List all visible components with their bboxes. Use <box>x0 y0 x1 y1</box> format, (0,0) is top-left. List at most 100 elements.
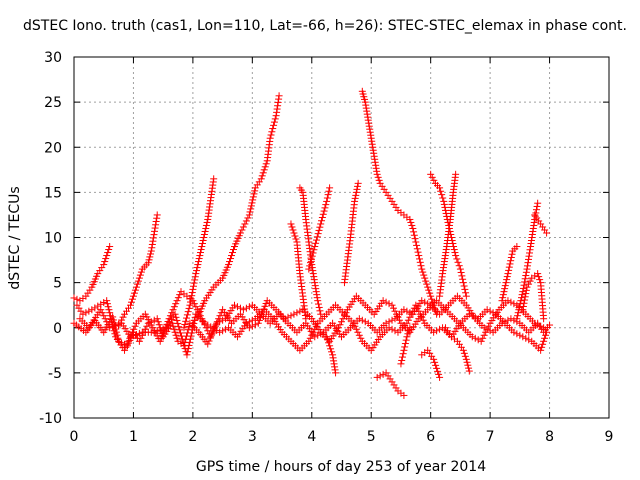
data-point <box>306 334 314 342</box>
data-point <box>196 252 204 260</box>
data-point <box>179 338 187 346</box>
data-point <box>426 289 434 297</box>
chart-title: dSTEC Iono. truth (cas1, Lon=110, Lat=-6… <box>23 18 627 34</box>
data-point <box>196 249 204 257</box>
data-point <box>536 276 544 284</box>
data-point <box>314 331 322 339</box>
data-point <box>538 343 546 351</box>
data-point <box>315 303 323 311</box>
data-point <box>379 297 387 305</box>
data-point <box>482 328 490 336</box>
data-point <box>526 246 534 254</box>
data-point <box>316 307 324 315</box>
y-tick-label: 15 <box>44 185 62 201</box>
data-point <box>91 304 99 312</box>
data-point <box>355 331 363 339</box>
data-point <box>291 232 299 240</box>
data-point <box>105 306 113 314</box>
data-point <box>305 265 313 273</box>
data-point <box>202 224 210 232</box>
data-point <box>128 328 136 336</box>
data-point <box>321 204 329 212</box>
data-point <box>328 348 336 356</box>
data-point <box>537 346 545 354</box>
data-point <box>534 270 542 278</box>
data-point <box>427 170 435 178</box>
data-point <box>248 199 256 207</box>
data-point <box>375 176 383 184</box>
data-point <box>410 228 418 236</box>
data-point <box>216 328 224 336</box>
data-point <box>398 353 406 361</box>
data-point <box>319 210 327 218</box>
data-point <box>407 218 415 226</box>
data-point <box>313 233 321 241</box>
data-point <box>459 279 467 287</box>
data-point <box>340 312 348 320</box>
data-point <box>500 288 508 296</box>
data-point <box>151 224 159 232</box>
data-point <box>521 278 529 286</box>
data-point <box>508 250 516 258</box>
data-point <box>388 325 396 333</box>
data-point <box>416 258 424 266</box>
data-point <box>521 275 529 283</box>
data-point <box>459 275 467 283</box>
data-point <box>152 218 160 226</box>
data-point <box>462 289 470 297</box>
data-point <box>219 327 227 335</box>
data-point <box>414 248 422 256</box>
data-point <box>170 303 178 311</box>
data-point <box>513 330 521 338</box>
data-point <box>324 191 332 199</box>
data-point <box>418 265 426 273</box>
data-point <box>404 316 412 324</box>
data-point <box>79 310 87 318</box>
data-point <box>315 226 323 234</box>
data-point <box>450 246 458 254</box>
data-point <box>540 315 548 323</box>
data-point <box>190 316 198 324</box>
data-point <box>486 327 494 335</box>
data-point <box>219 316 227 324</box>
y-tick-label: -5 <box>48 366 62 382</box>
data-point <box>173 334 181 342</box>
data-point <box>201 321 209 329</box>
data-point <box>229 249 237 257</box>
data-point <box>499 294 507 302</box>
data-point <box>269 125 277 133</box>
data-point <box>110 327 118 335</box>
data-point <box>225 261 233 269</box>
data-point <box>207 323 215 331</box>
data-point <box>406 215 414 223</box>
data-point <box>351 322 359 330</box>
data-point <box>174 294 182 302</box>
data-point <box>153 315 161 323</box>
data-point <box>546 321 554 329</box>
data-point <box>251 187 259 195</box>
data-point <box>477 337 485 345</box>
data-point <box>309 328 317 336</box>
data-point <box>226 258 234 266</box>
data-point <box>351 197 359 205</box>
data-point <box>191 273 199 281</box>
data-point <box>520 299 528 307</box>
data-point <box>382 319 390 327</box>
data-point <box>136 271 144 279</box>
data-point <box>137 268 145 276</box>
data-point <box>456 265 464 273</box>
data-point <box>504 297 512 305</box>
data-point <box>270 118 278 126</box>
data-point <box>292 235 300 243</box>
data-point <box>462 292 470 300</box>
data-point <box>310 246 318 254</box>
data-point <box>420 271 428 279</box>
data-point <box>373 170 381 178</box>
data-point <box>155 321 163 329</box>
data-point <box>526 249 534 257</box>
data-point <box>172 300 180 308</box>
data-point <box>281 315 289 323</box>
data-point <box>245 211 253 219</box>
data-point <box>543 328 551 336</box>
data-point <box>499 291 507 299</box>
